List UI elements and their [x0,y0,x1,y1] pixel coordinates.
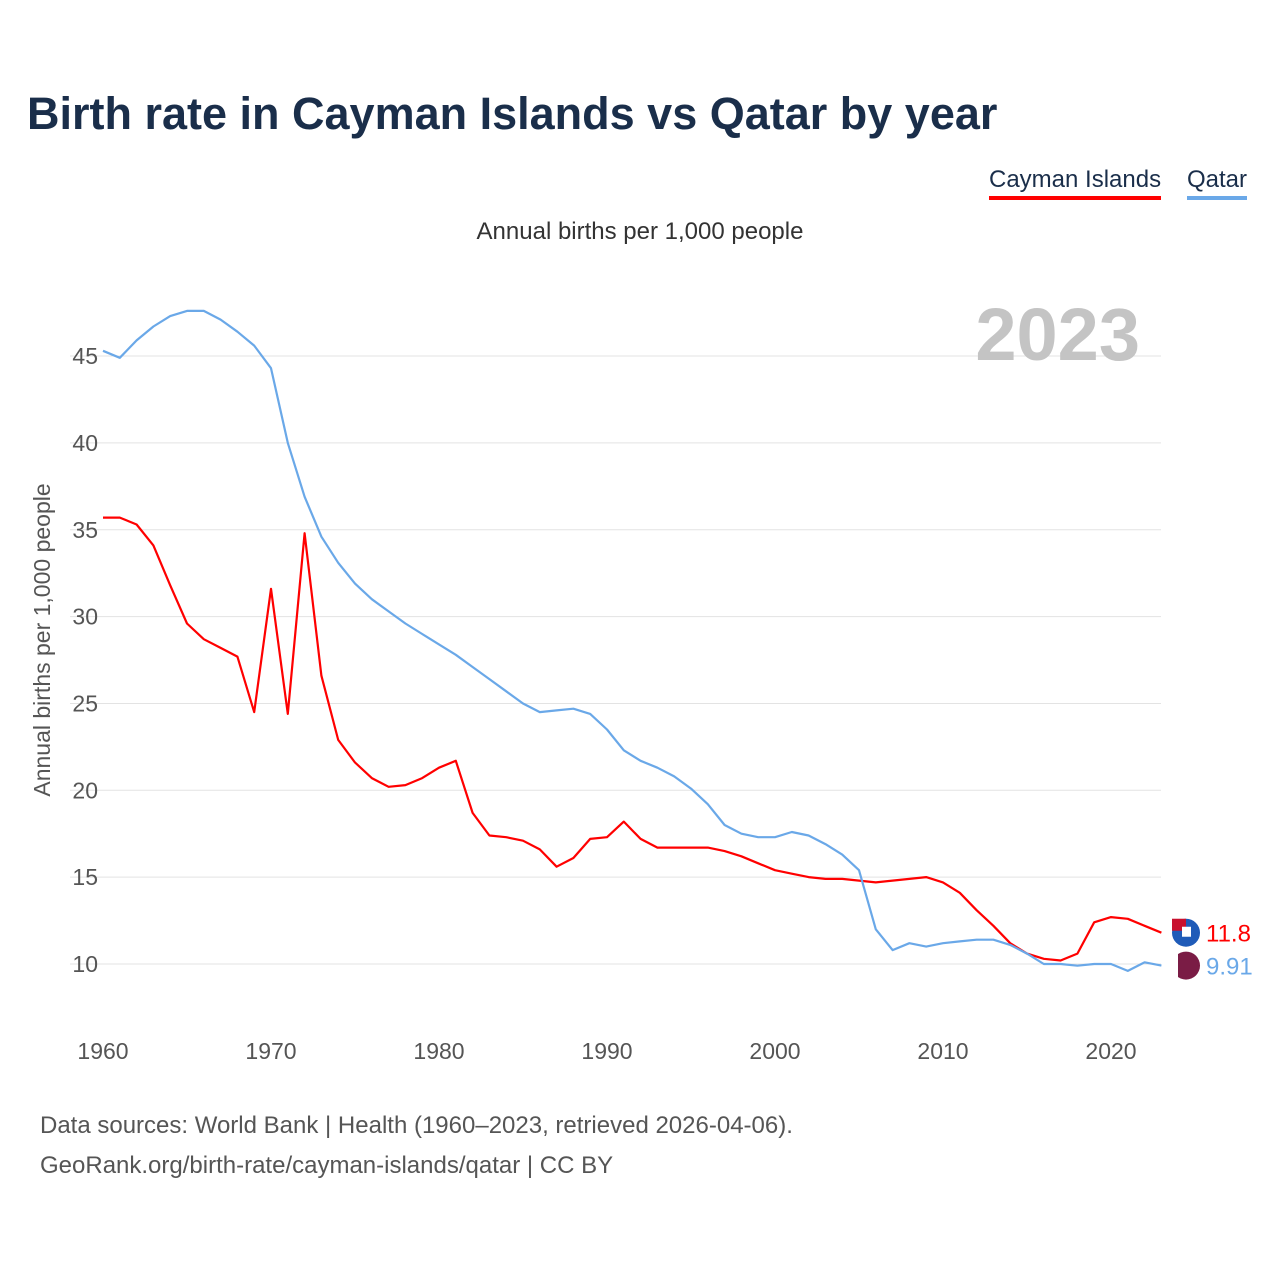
y-tick-label: 10 [72,951,98,977]
x-tick-label: 1960 [77,1038,128,1064]
flag-circle [1172,951,1200,980]
x-tick-label: 1970 [245,1038,296,1064]
y-tick-label: 30 [72,604,98,630]
series-line-cayman-islands [103,516,1162,962]
end-value-label: 9.91 [1206,954,1253,981]
y-tick-label: 40 [72,430,98,456]
end-value-label: 11.8 [1206,921,1251,948]
flag-qatar-icon [1172,951,1200,980]
x-tick-label: 1980 [413,1038,464,1064]
legend-cayman-islands[interactable]: Cayman Islands [989,166,1162,200]
flag-crest [1182,926,1191,937]
footer: Data sources: World Bank | Health (1960–… [40,1106,793,1186]
chart-subtitle: Annual births per 1,000 people [476,218,804,245]
chart-title: Birth rate in Cayman Islands vs Qatar by… [27,88,998,139]
footer-sources: Data sources: World Bank | Health (1960–… [40,1112,793,1139]
y-tick-label: 25 [72,690,98,716]
x-tick-label: 1990 [581,1038,632,1064]
x-tick-label: 2010 [917,1038,968,1064]
year-watermark: 2023 [975,293,1140,376]
series-line-qatar [102,309,1162,972]
x-tick-label: 2000 [749,1038,800,1064]
y-axis-label: Annual births per 1,000 people [29,483,55,796]
y-tick-label: 20 [72,777,98,803]
legend-qatar[interactable]: Qatar [1187,166,1248,200]
flag-white-band [1172,951,1178,980]
y-tick-label: 15 [72,864,98,890]
y-tick-label: 45 [72,343,98,369]
flag-cayman-islands-icon [1172,918,1200,947]
y-tick-label: 35 [72,517,98,543]
footer-url[interactable]: GeoRank.org/birth-rate/cayman-islands/qa… [40,1152,614,1179]
x-tick-label: 2020 [1085,1038,1136,1064]
